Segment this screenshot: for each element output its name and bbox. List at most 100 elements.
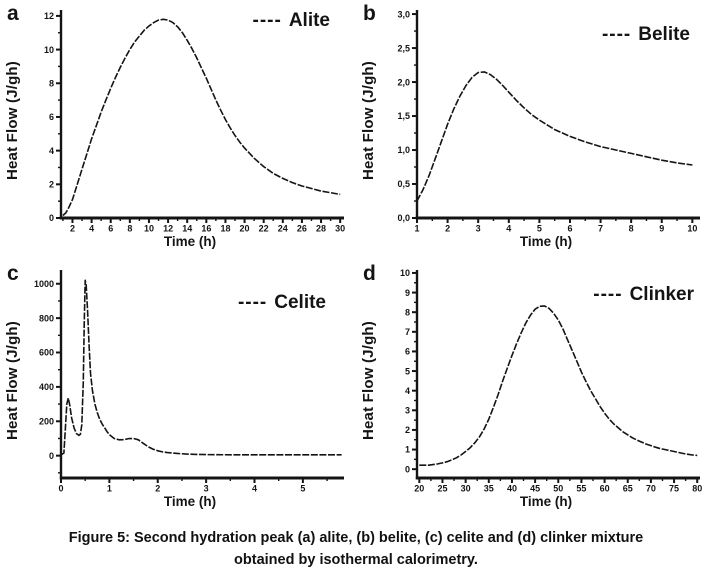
y-axis-column: Heat Flow (J/gh) [356, 260, 380, 520]
svg-text:7: 7 [405, 327, 410, 337]
x-axis-label: Time (h) [519, 494, 573, 509]
svg-text:5: 5 [300, 484, 305, 494]
svg-text:7: 7 [598, 224, 603, 234]
plot-column: 0 1 2 3 4 5 0 200 400 600 800 1000 Time (h) [24, 260, 356, 520]
legend-label: Alite [288, 10, 330, 31]
svg-text:45: 45 [530, 484, 540, 494]
svg-text:600: 600 [39, 348, 54, 358]
legend-line-sample: ---- [593, 284, 623, 305]
svg-text:10: 10 [44, 45, 54, 55]
svg-text:1000: 1000 [34, 279, 54, 289]
x-axis-label: Time (h) [519, 234, 573, 249]
svg-text:0,5: 0,5 [397, 179, 410, 189]
svg-text:4: 4 [89, 224, 94, 234]
x-axis-label: Time (h) [163, 234, 217, 249]
svg-text:22: 22 [259, 224, 269, 234]
svg-text:2: 2 [155, 484, 160, 494]
svg-text:400: 400 [39, 382, 54, 392]
svg-text:0: 0 [49, 213, 54, 223]
plot-column: 2 4 6 8 10 12 14 16 18 20 22 24 26 28 30 0 2 4 6 8 10 12 Time… [24, 0, 356, 260]
chart-panel-celite: c ---- Celite Heat Flow (J/gh) 0 1 2 3 4 5 0 200… [0, 260, 356, 520]
svg-text:1: 1 [107, 484, 112, 494]
plot-area-belite: 1 2 3 4 5 6 7 8 9 10 0,0 0,5 1,0 1,5 2,0 2,5 3,0 [397, 9, 700, 234]
svg-text:2: 2 [70, 224, 75, 234]
legend-line-sample: ---- [601, 24, 632, 45]
svg-text:10: 10 [687, 224, 697, 234]
plot-column: 1 2 3 4 5 6 7 8 9 10 0,0 0,5 1,0 1,5 2,0 2,5 3,0 Time (h… [380, 0, 712, 260]
svg-text:2: 2 [49, 180, 54, 190]
caption-line-1: Figure 5: Second hydration peak (a) alit… [68, 530, 644, 546]
svg-text:1,5: 1,5 [397, 111, 410, 121]
svg-text:12: 12 [163, 224, 173, 234]
chart-panel-alite: a ---- Alite Heat Flow (J/gh) 2 4 6 8 10 12 14 1… [0, 0, 356, 260]
svg-text:60: 60 [600, 484, 610, 494]
svg-text:30: 30 [461, 484, 471, 494]
svg-text:0: 0 [49, 451, 54, 461]
svg-text:5: 5 [405, 366, 410, 376]
svg-text:0: 0 [58, 484, 63, 494]
svg-text:8: 8 [629, 224, 634, 234]
svg-text:2: 2 [445, 224, 450, 234]
svg-text:70: 70 [646, 484, 656, 494]
svg-text:1: 1 [414, 224, 419, 234]
svg-text:14: 14 [182, 224, 192, 234]
svg-text:3: 3 [405, 406, 410, 416]
chart-panel-clinker: d ---- Clinker Heat Flow (J/gh) 20 25 30 35 4… [356, 260, 712, 520]
legend-line-sample: ---- [237, 292, 268, 313]
y-axis-label: Heat Flow (J/gh) [3, 61, 21, 181]
plot-area-celite: 0 1 2 3 4 5 0 200 400 600 800 1000 [34, 270, 344, 494]
legend-clinker: ---- Clinker [593, 284, 694, 306]
panel-letter-b: b [363, 2, 376, 25]
y-axis-label: Heat Flow (J/gh) [3, 321, 21, 441]
svg-text:1: 1 [405, 445, 410, 455]
svg-text:30: 30 [335, 224, 345, 234]
svg-text:3: 3 [204, 484, 209, 494]
panel-letter-d: d [363, 262, 376, 285]
y-axis-column: Heat Flow (J/gh) [0, 260, 24, 520]
svg-text:8: 8 [127, 224, 132, 234]
svg-text:50: 50 [553, 484, 563, 494]
svg-text:4: 4 [506, 224, 511, 234]
legend-label: Celite [274, 292, 326, 313]
svg-text:75: 75 [669, 484, 679, 494]
y-axis-label: Heat Flow (J/gh) [359, 321, 377, 441]
svg-text:4: 4 [49, 146, 54, 156]
panel-letter-c: c [7, 262, 19, 285]
svg-text:18: 18 [220, 224, 230, 234]
legend-label: Belite [638, 24, 690, 45]
svg-text:6: 6 [49, 112, 54, 122]
svg-text:0: 0 [405, 464, 410, 474]
svg-text:2,0: 2,0 [397, 77, 410, 87]
legend-alite: ---- Alite [253, 10, 331, 32]
svg-text:40: 40 [507, 484, 517, 494]
svg-text:10: 10 [144, 224, 154, 234]
y-axis-label: Heat Flow (J/gh) [359, 61, 377, 181]
y-axis-column: Heat Flow (J/gh) [0, 0, 24, 260]
panel-letter-a: a [7, 2, 19, 25]
svg-text:55: 55 [576, 484, 586, 494]
svg-text:4: 4 [252, 484, 257, 494]
legend-label: Clinker [629, 284, 694, 305]
svg-text:3,0: 3,0 [397, 9, 410, 19]
svg-text:8: 8 [49, 78, 54, 88]
svg-text:20: 20 [414, 484, 424, 494]
svg-text:1,0: 1,0 [397, 145, 410, 155]
figure-caption: Figure 5: Second hydration peak (a) alit… [0, 528, 712, 572]
svg-text:2,5: 2,5 [397, 43, 410, 53]
svg-text:28: 28 [316, 224, 326, 234]
svg-text:24: 24 [278, 224, 288, 234]
legend-celite: ---- Celite [238, 292, 326, 314]
svg-text:5: 5 [537, 224, 542, 234]
svg-text:25: 25 [437, 484, 447, 494]
svg-text:12: 12 [44, 11, 54, 21]
y-axis-column: Heat Flow (J/gh) [356, 0, 380, 260]
svg-text:3: 3 [476, 224, 481, 234]
svg-text:8: 8 [405, 307, 410, 317]
svg-text:6: 6 [567, 224, 572, 234]
svg-text:200: 200 [39, 416, 54, 426]
caption-line-2: obtained by isothermal calorimetry. [234, 551, 478, 568]
svg-text:20: 20 [240, 224, 250, 234]
